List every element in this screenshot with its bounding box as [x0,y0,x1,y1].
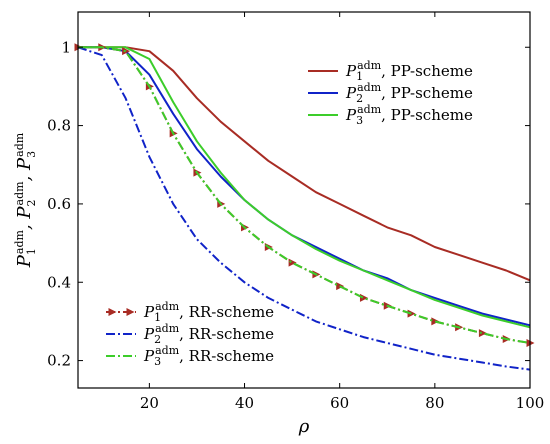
series-line-5 [77,46,531,371]
series-layer [74,43,535,371]
x-tick-label: 60 [330,394,349,412]
legend-top-label-3: P3adm, PP-scheme [345,103,473,127]
series-line-1 [78,46,531,282]
x-tick-label: 20 [140,394,159,412]
legend-top-label-1: P1adm, PP-scheme [345,59,473,83]
y-tick-label: 0.8 [47,117,71,135]
legend-bottom-label-1: P1adm, RR-scheme [143,300,274,324]
series-line-3 [78,46,531,329]
legend-top-label-2: P2adm, PP-scheme [345,81,473,105]
series-line-6 [78,46,531,344]
x-tick-label: 80 [425,394,444,412]
legend-bottom-label-2: P2adm, RR-scheme [143,322,274,346]
y-tick-label: 0.6 [47,195,71,213]
y-tick-label: 0.2 [47,352,71,370]
legend-bottom-marker-1 [126,308,135,316]
series-4-marker [359,293,368,302]
y-tick-label: 1 [61,38,71,56]
legend-bottom-label-3: P3adm, RR-scheme [143,344,274,368]
x-tick-label: 40 [235,394,254,412]
series-4-marker [407,309,416,318]
x-axis-title: ρ [298,416,310,437]
series-4-marker [288,258,297,267]
y-tick-label: 0.4 [47,273,71,291]
series-4-marker [122,47,131,56]
legend-bottom-marker-1 [108,308,117,316]
series-4-marker [478,329,487,338]
plot-frame [77,11,531,389]
axes-layer: 20 40 60 80 100 0.2 0.4 0.6 0.8 1 ρ P1adm, P2adm, P… [13,11,545,437]
x-tick-label: 100 [516,394,545,412]
y-axis-title: P1adm, P2adm, P3adm [13,132,38,268]
